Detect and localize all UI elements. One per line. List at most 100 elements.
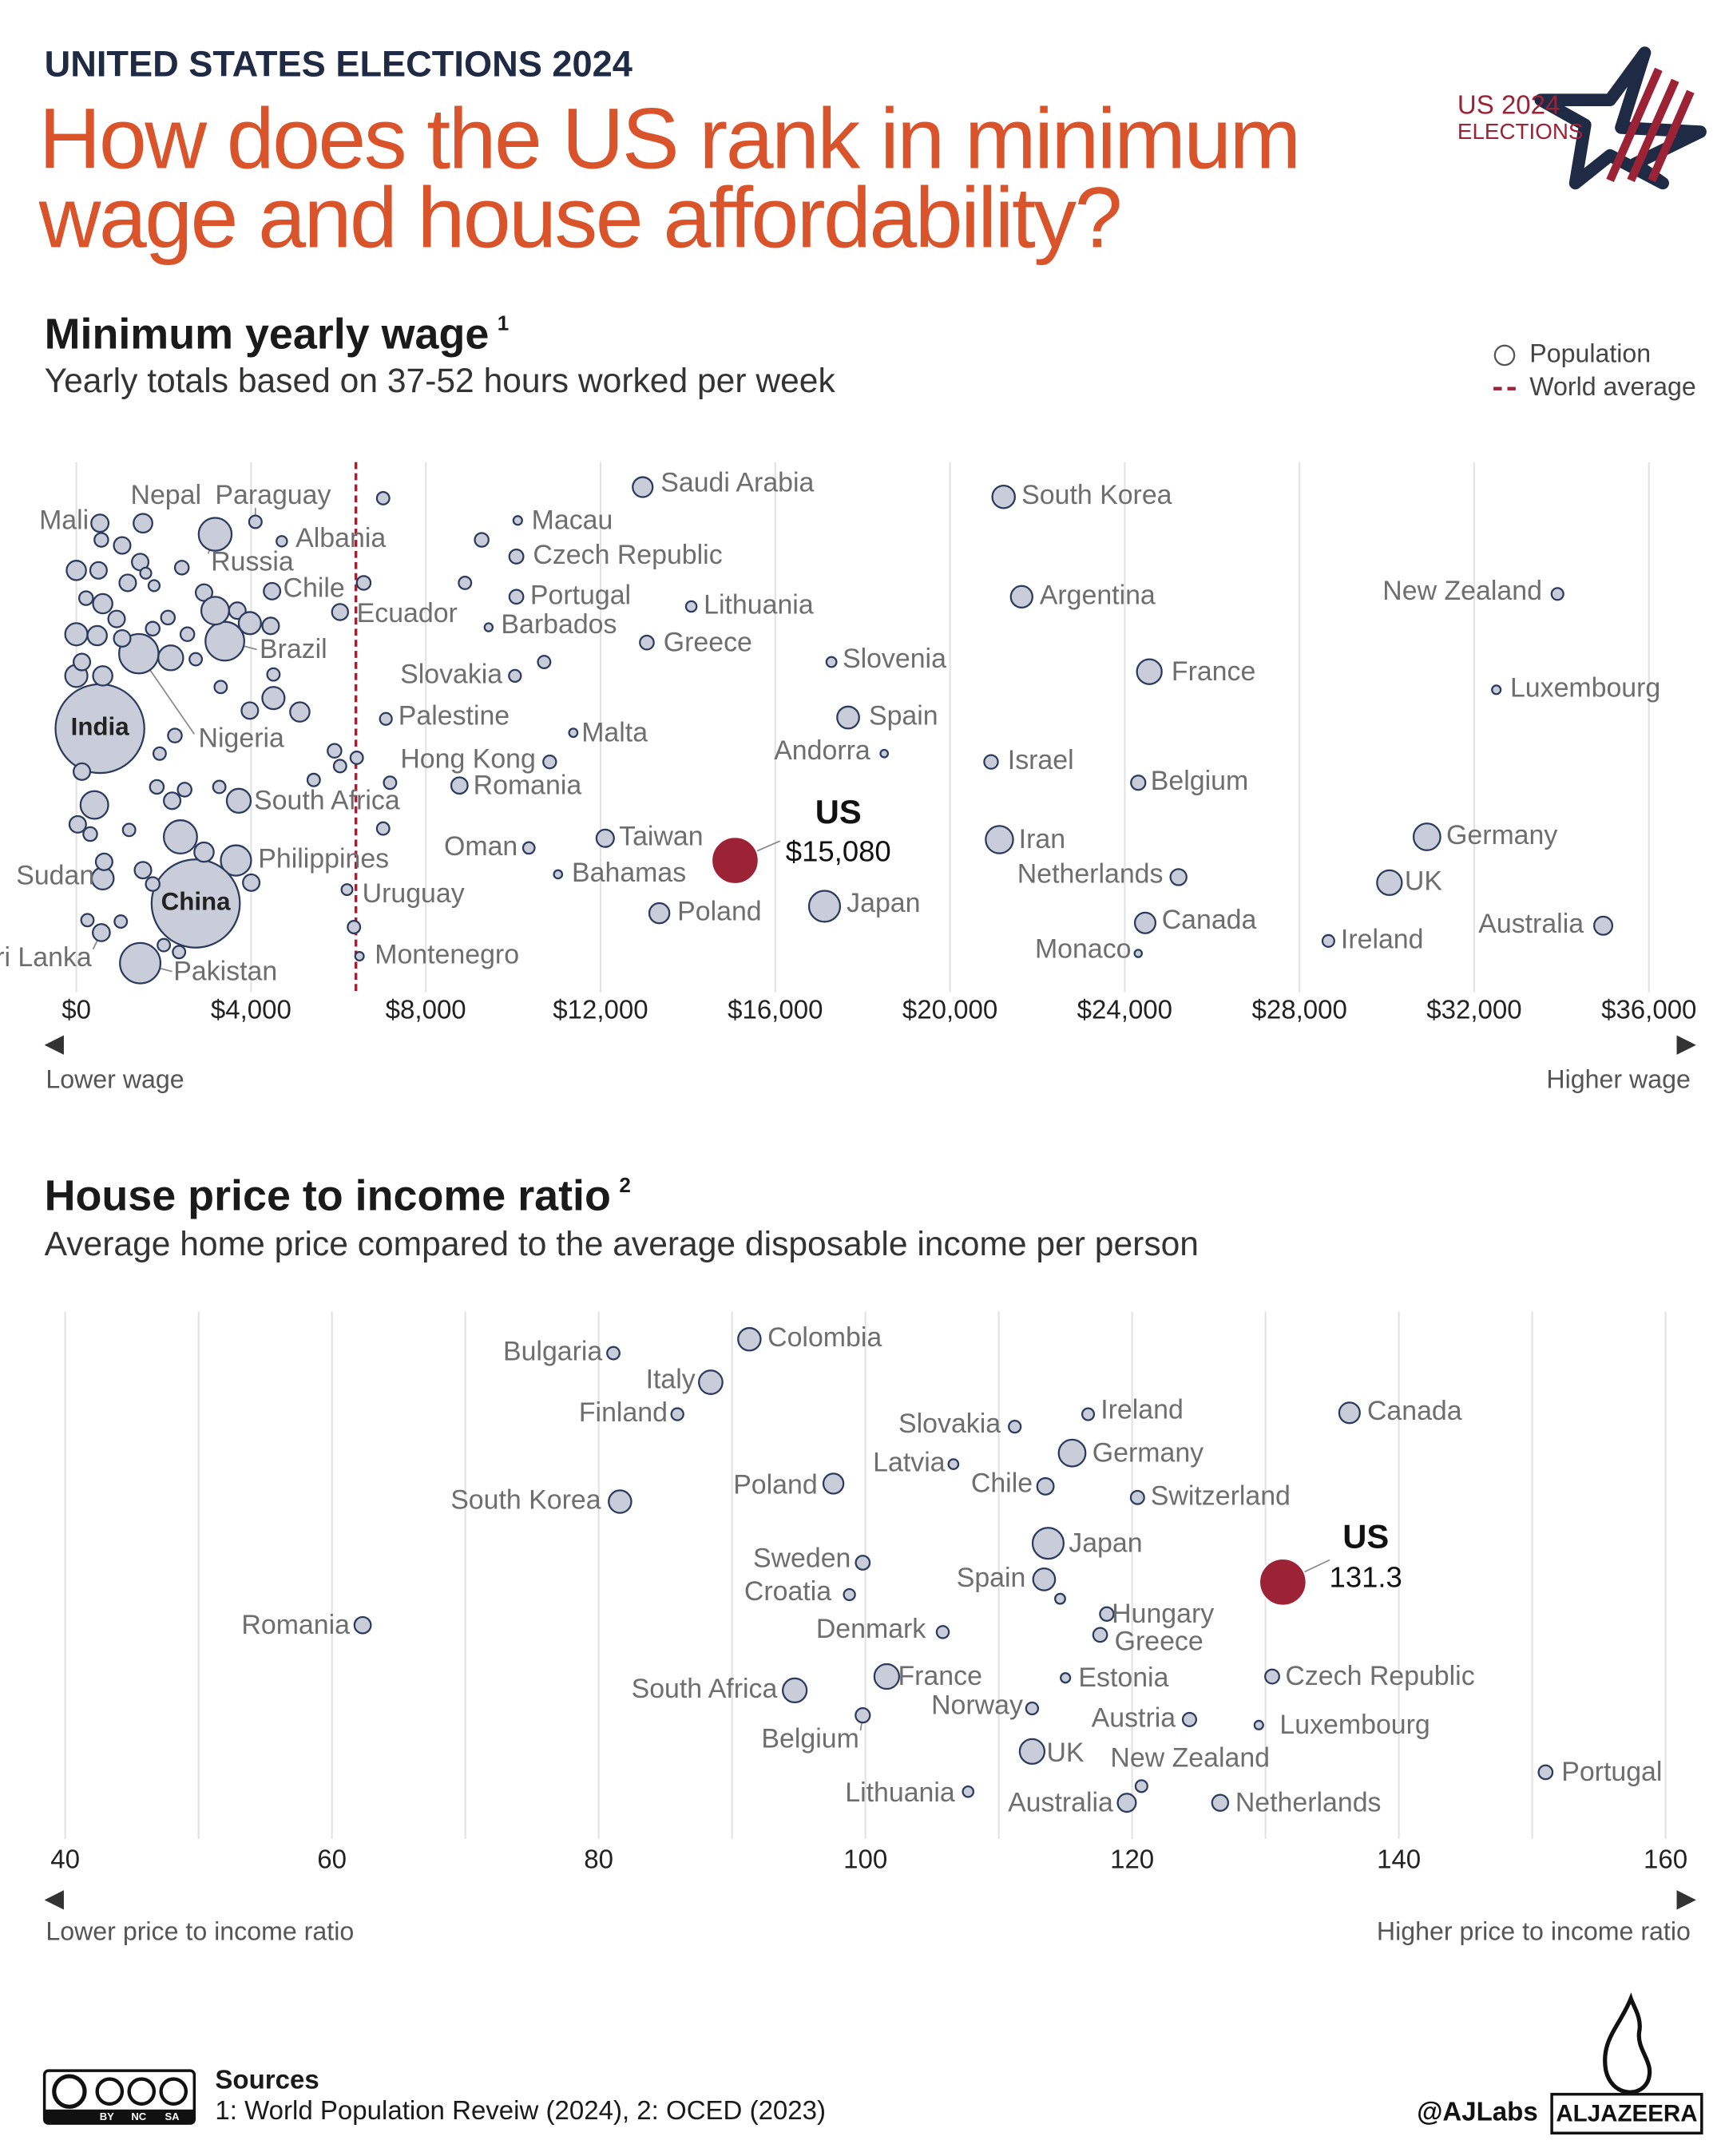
point-label: Australia: [1008, 1787, 1113, 1817]
bubble: [1133, 949, 1144, 958]
bubble: [508, 668, 522, 684]
bubble: [347, 920, 362, 934]
bubble: [670, 1407, 684, 1421]
bubble: [512, 515, 523, 526]
badge-icon: [127, 2077, 157, 2106]
handle: @AJLabs: [1417, 2097, 1537, 2126]
bubble: [1092, 1627, 1108, 1643]
highlight-value: $15,080: [786, 835, 891, 868]
legend-symbol: [1493, 344, 1516, 367]
axis-end-label: Lower wage: [46, 1064, 184, 1093]
logo-stripe: [1606, 67, 1663, 183]
point-label: New Zealand: [1382, 576, 1542, 606]
bubble: [204, 620, 245, 662]
bubble: [1032, 1567, 1057, 1591]
point-label: Ireland: [1341, 924, 1424, 954]
bubble: [542, 754, 557, 770]
point-label: Canada: [1367, 1396, 1462, 1426]
point-label: South Korea: [1021, 480, 1172, 510]
logo-text: US 2024: [1457, 90, 1560, 120]
bubble: [1009, 585, 1033, 609]
bubble: [157, 644, 184, 672]
bubble: [80, 913, 95, 928]
bubble: [537, 655, 552, 669]
bubble: [225, 787, 252, 814]
point-label: Colombia: [767, 1322, 882, 1353]
bubble: [521, 841, 536, 855]
sources-title: Sources: [215, 2065, 319, 2095]
axis-end-label: Higher price to income ratio: [1377, 1917, 1691, 1946]
highlight-value: 131.3: [1330, 1560, 1402, 1593]
point-label: Lithuania: [704, 589, 814, 620]
point-label: Sri Lanka: [0, 942, 92, 973]
bubble: [149, 779, 165, 795]
bubble: [167, 727, 183, 743]
point-label: Belgium: [761, 1723, 859, 1754]
bubble: [1060, 1672, 1072, 1684]
bubble: [65, 560, 87, 581]
point-label: Finland: [579, 1397, 668, 1428]
bubble: [947, 1458, 960, 1470]
bubble-label: China: [161, 888, 231, 916]
bubble: [1031, 1527, 1065, 1560]
title-note: 1: [498, 311, 510, 335]
legend-label: World average: [1529, 372, 1695, 401]
arrow-head: [44, 1035, 64, 1055]
axis-arrow: [44, 1035, 1696, 1910]
logo: US 2024 ELECTIONS: [1457, 46, 1707, 190]
bubble: [173, 560, 190, 576]
x-tick-label: 140: [1377, 1844, 1421, 1873]
bubble: [1169, 868, 1188, 886]
bubble: [608, 1489, 632, 1514]
bubble: [873, 1663, 901, 1690]
point-label: Latvia: [873, 1448, 946, 1478]
bubble: [1376, 869, 1403, 897]
point-label: Slovenia: [843, 644, 946, 674]
bubble: [825, 656, 838, 668]
bubble: [606, 1346, 621, 1361]
bubble: [1099, 1606, 1115, 1622]
bubble: [64, 622, 89, 647]
bubble: [632, 476, 654, 498]
title-text: Minimum yearly wage: [45, 311, 490, 359]
point-label: Czech Republic: [533, 540, 722, 570]
bubble: [1133, 911, 1157, 934]
point-label: Albania: [295, 523, 386, 553]
bubble: [107, 609, 126, 628]
bubble: [822, 1472, 845, 1495]
point-label: Canada: [1162, 905, 1257, 935]
x-tick-label: 120: [1110, 1844, 1154, 1873]
bubble: [483, 622, 494, 632]
bubble: [553, 869, 564, 880]
point-label: France: [898, 1661, 981, 1691]
bubble: [163, 791, 182, 810]
point-label: Belgium: [1151, 766, 1248, 796]
bubble: [119, 941, 162, 985]
title-box: How does the US rank in minimum wage and…: [39, 100, 1302, 261]
point-label: Pakistan: [173, 956, 277, 986]
bubble: [261, 616, 280, 636]
point-label: Sudan: [16, 860, 94, 890]
title-note: 2: [619, 1173, 631, 1197]
point-label: Lithuania: [845, 1778, 955, 1808]
bubble: [263, 581, 282, 600]
bubble: [1211, 1793, 1230, 1812]
point-label: Bahamas: [572, 858, 686, 888]
point-label: Barbados: [501, 609, 617, 640]
point-label: South Africa: [632, 1674, 778, 1704]
point-label: Luxembourg: [1510, 673, 1660, 703]
bubble: [113, 628, 132, 648]
point-label: Norway: [931, 1690, 1023, 1721]
x-tick-label: $24,000: [1077, 995, 1172, 1024]
point-label: Poland: [677, 897, 761, 927]
point-label: Chile: [971, 1468, 1033, 1499]
point-label: Poland: [733, 1469, 817, 1500]
bubble: [855, 1555, 871, 1571]
badge-icon: [95, 2077, 125, 2106]
bubble: [879, 748, 890, 759]
section-title: House price to income ratio 2: [45, 1172, 631, 1220]
bubble: [89, 561, 108, 580]
bubble: [289, 701, 311, 723]
bubble: [150, 858, 241, 949]
bubble: [145, 620, 161, 637]
